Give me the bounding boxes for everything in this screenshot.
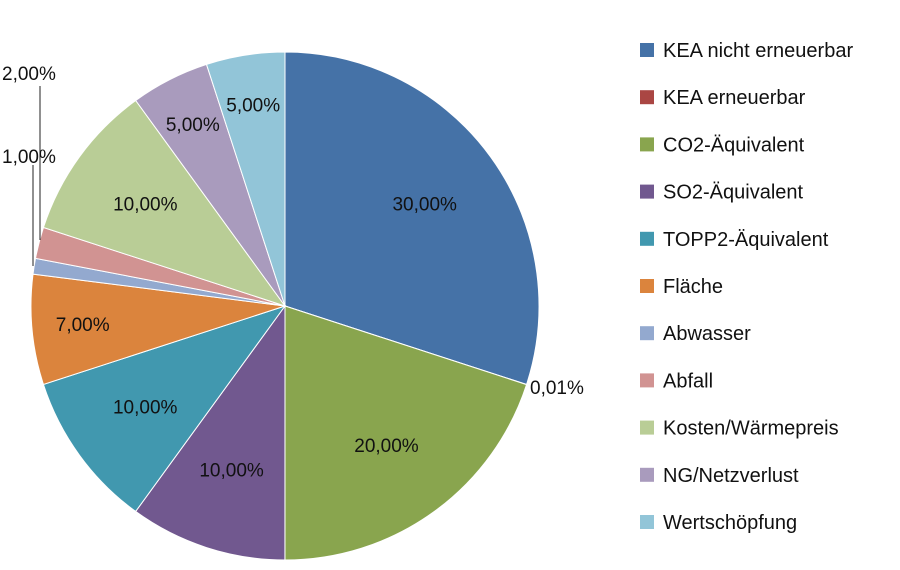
pie-slice-co2-aequivalent: [284, 305, 528, 561]
legend-label-co2-aequivalent: CO2-Äquivalent: [663, 134, 805, 156]
pie-slice-topp2-aequivalent: [42, 305, 287, 513]
legend-swatch-wertschoepfung: [640, 515, 654, 529]
slice-label-topp2-aequivalent: 10,00%: [113, 398, 178, 419]
legend-swatch-ng-netzverlust: [640, 467, 654, 482]
legend-swatch-kosten-waermepreis: [640, 420, 654, 435]
slice-label-kea-erneuerbar: 0,01%: [530, 378, 584, 399]
legend-label-kea-erneuerbar: KEA erneuerbar: [663, 87, 806, 109]
legend-swatch-flaeche: [640, 279, 654, 293]
slice-label-ng-netzverlust: 5,00%: [166, 115, 220, 136]
legend-label-topp2-aequivalent: TOPP2-Äquivalent: [663, 229, 829, 251]
slice-label-kosten-waermepreis: 10,00%: [113, 195, 178, 216]
legend-swatch-abfall: [640, 373, 654, 388]
legend-label-flaeche: Fläche: [663, 276, 723, 298]
legend-swatch-so2-aequivalent: [640, 184, 654, 199]
legend-swatch-topp2-aequivalent: [640, 231, 654, 246]
slice-label-abfall: 2,00%: [2, 64, 56, 85]
pie-slice-wertschoepfung: [205, 51, 286, 307]
slice-label-co2-aequivalent: 20,00%: [354, 436, 419, 457]
slice-label-flaeche: 7,00%: [56, 315, 110, 336]
pie-slice-kosten-waermepreis: [42, 99, 287, 307]
legend-label-kosten-waermepreis: Kosten/Wärmepreis: [663, 418, 839, 440]
pie-slice-kea-nicht-erneuerbar: [284, 51, 540, 386]
legend: KEA nicht erneuerbar KEA erneuerbar CO2-Äq…: [640, 40, 853, 534]
slice-label-kea-nicht-erneuerbar: 30,00%: [392, 195, 457, 216]
slice-labels: 30,00% 0,01% 20,00% 10,00% 10,00% 7,00% 1,00% 2…: [2, 64, 584, 481]
legend-swatch-co2-aequivalent: [640, 137, 654, 152]
pie-slices: [30, 51, 540, 561]
slice-label-so2-aequivalent: 10,00%: [199, 460, 264, 481]
legend-label-abfall: Abfall: [663, 370, 713, 392]
legend-label-abwasser: Abwasser: [663, 323, 751, 345]
leader-lines: [32, 86, 41, 266]
slice-label-wertschoepfung: 5,00%: [226, 95, 280, 116]
legend-swatch-kea-erneuerbar: [640, 90, 654, 105]
pie-slice-so2-aequivalent: [134, 304, 286, 561]
legend-label-so2-aequivalent: SO2-Äquivalent: [663, 182, 804, 204]
legend-swatch-abwasser: [640, 326, 654, 341]
legend-swatch-kea-nicht-erneuerbar: [640, 43, 654, 57]
legend-label-ng-netzverlust: NG/Netzverlust: [663, 465, 799, 487]
legend-label-wertschoepfung: Wertschöpfung: [663, 512, 797, 534]
pie-slice-flaeche: [30, 273, 286, 386]
slice-label-abwasser: 1,00%: [2, 147, 56, 168]
legend-label-kea-nicht-erneuerbar: KEA nicht erneuerbar: [663, 40, 853, 62]
